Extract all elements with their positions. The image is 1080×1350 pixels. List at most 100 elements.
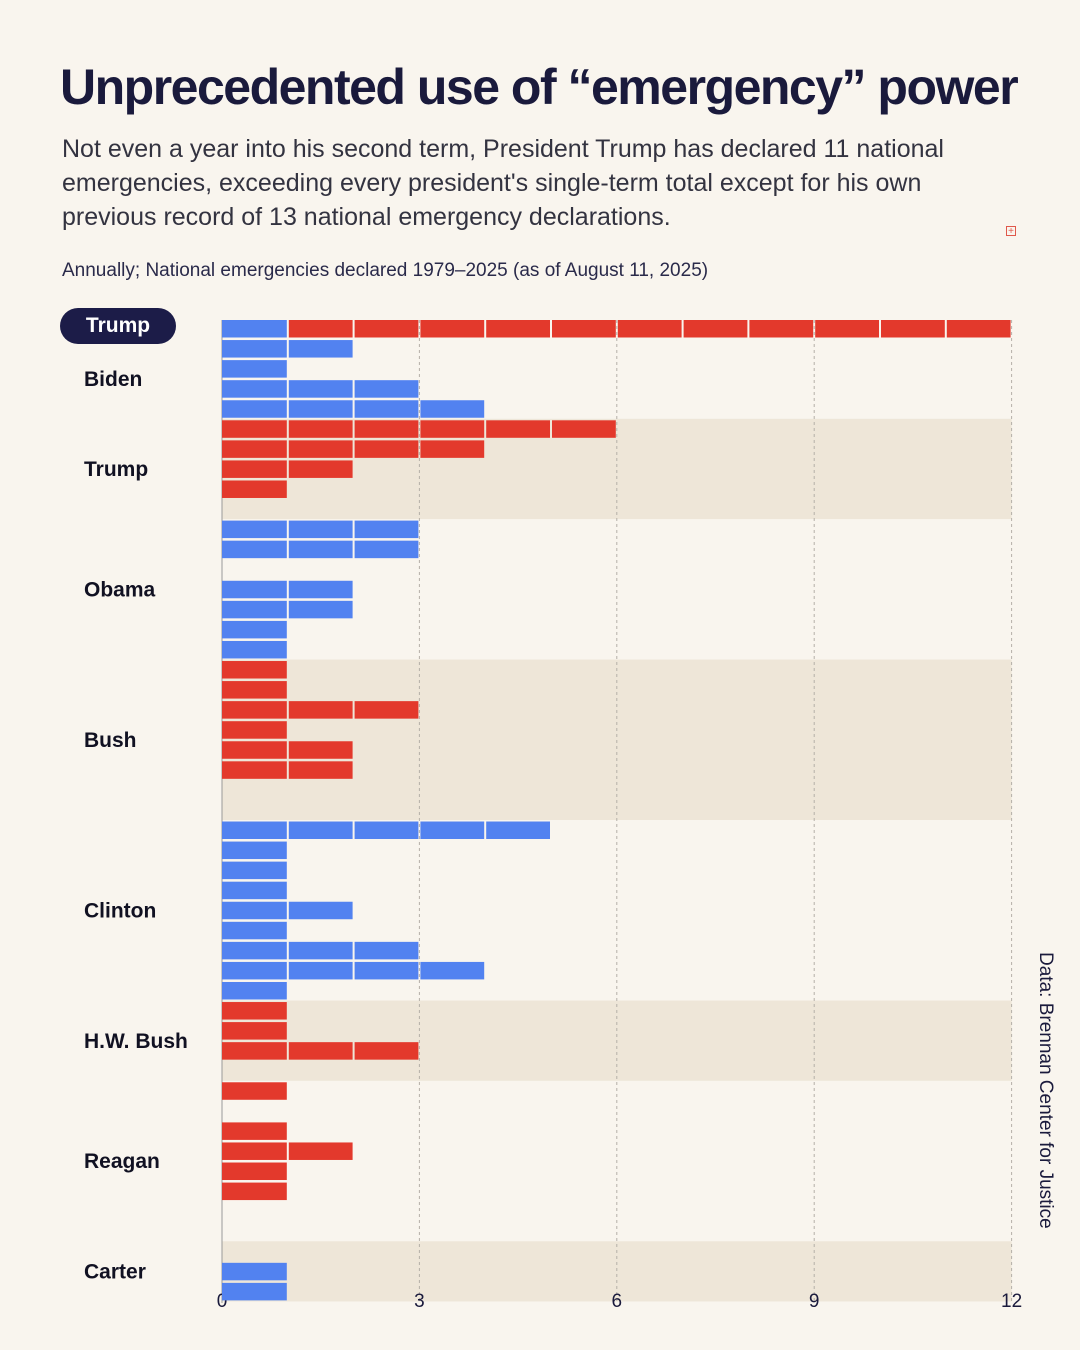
current-president-badge xyxy=(60,308,176,344)
emergency-unit xyxy=(420,440,485,458)
emergency-unit xyxy=(354,701,419,719)
emergency-unit xyxy=(354,320,419,338)
emergency-unit xyxy=(288,440,353,458)
emergency-unit xyxy=(222,681,287,699)
emergency-unit xyxy=(222,520,287,539)
emergency-unit xyxy=(288,1142,353,1160)
emergency-unit xyxy=(222,701,287,719)
emergency-unit xyxy=(288,961,353,980)
emergency-unit xyxy=(222,1162,287,1181)
president-label: H.W. Bush xyxy=(84,1030,188,1053)
emergency-unit xyxy=(288,1042,353,1060)
emergency-unit xyxy=(222,1142,287,1160)
emergency-unit xyxy=(222,821,287,839)
emergency-unit xyxy=(222,721,287,739)
x-tick-label: 6 xyxy=(612,1291,623,1312)
emergency-unit xyxy=(420,420,485,438)
emergency-unit xyxy=(354,520,419,539)
emergency-unit xyxy=(222,440,287,458)
expand-icon[interactable]: + xyxy=(1006,226,1016,237)
emergency-unit xyxy=(815,320,879,338)
emergency-unit xyxy=(288,821,353,839)
emergency-unit xyxy=(420,821,485,839)
president-label: Trump xyxy=(84,458,148,481)
president-label: Bush xyxy=(84,729,137,752)
emergency-unit xyxy=(222,841,287,860)
emergency-unit xyxy=(222,981,287,1000)
chart-title: Unprecedented use of “emergency” power xyxy=(60,59,1019,115)
emergency-unit xyxy=(288,320,353,338)
emergency-unit xyxy=(288,340,353,358)
president-label: Obama xyxy=(84,579,156,602)
emergency-unit xyxy=(486,320,550,338)
emergency-unit xyxy=(354,1042,419,1060)
emergency-unit xyxy=(354,420,419,438)
emergency-unit xyxy=(288,580,353,599)
data-source: Data: Brennan Center for Justice xyxy=(1035,952,1056,1229)
emergency-unit xyxy=(288,420,353,438)
emergency-unit xyxy=(222,380,287,398)
emergency-unit xyxy=(881,320,945,338)
emergency-unit xyxy=(288,901,353,920)
emergency-unit xyxy=(222,661,287,679)
chart-subtitle: Not even a year into his second term, Pr… xyxy=(62,135,944,231)
emergency-unit xyxy=(552,320,616,338)
emergency-unit xyxy=(222,480,287,498)
emergency-unit xyxy=(222,340,287,358)
emergency-unit xyxy=(222,881,287,900)
emergency-unit xyxy=(222,1282,287,1301)
emergency-unit xyxy=(222,580,287,599)
emergency-unit xyxy=(222,360,287,378)
emergency-unit xyxy=(354,540,419,559)
president-label: Carter xyxy=(84,1261,146,1284)
emergency-unit xyxy=(486,821,550,839)
emergency-unit xyxy=(222,1042,287,1060)
emergency-unit xyxy=(222,640,287,659)
emergency-unit xyxy=(288,380,353,398)
emergency-unit xyxy=(617,320,682,338)
emergency-unit xyxy=(222,741,287,759)
emergency-unit xyxy=(288,741,353,759)
president-label: Clinton xyxy=(84,899,156,922)
emergency-unit xyxy=(288,520,353,539)
emergency-unit xyxy=(222,400,287,418)
emergency-unit xyxy=(288,400,353,418)
emergency-unit xyxy=(222,600,287,619)
emergency-unit xyxy=(420,961,485,980)
emergency-unit xyxy=(420,320,485,338)
emergency-unit xyxy=(354,440,419,458)
emergency-unit xyxy=(222,540,287,559)
president-label: Biden xyxy=(84,368,142,391)
emergency-unit xyxy=(222,941,287,960)
emergency-unit xyxy=(288,941,353,960)
emergency-unit xyxy=(354,821,419,839)
emergency-unit xyxy=(354,380,419,398)
emergency-unit xyxy=(222,420,287,438)
emergency-unit xyxy=(222,1002,287,1020)
emergency-unit xyxy=(354,941,419,960)
chart-note: Annually; National emergencies declared … xyxy=(62,260,709,281)
president-label: Trump xyxy=(86,314,150,337)
x-tick-label: 0 xyxy=(217,1291,228,1312)
emergency-unit xyxy=(486,420,550,438)
x-tick-label: 9 xyxy=(809,1291,820,1312)
emergency-unit xyxy=(683,320,748,338)
emergency-unit xyxy=(222,460,287,478)
emergency-unit xyxy=(288,600,353,619)
emergency-unit xyxy=(222,320,287,338)
emergency-unit xyxy=(288,701,353,719)
emergency-unit xyxy=(222,1262,287,1281)
emergency-unit xyxy=(288,761,353,779)
emergency-unit xyxy=(222,1022,287,1040)
emergency-unit xyxy=(222,921,287,940)
x-tick-label: 12 xyxy=(1001,1291,1022,1312)
emergency-unit xyxy=(354,400,419,418)
x-tick-label: 3 xyxy=(414,1291,425,1312)
emergency-unit xyxy=(222,901,287,920)
emergency-unit xyxy=(946,320,1011,338)
emergency-unit xyxy=(222,1082,287,1100)
emergency-unit xyxy=(354,961,419,980)
emergency-unit xyxy=(552,420,616,438)
emergency-unit xyxy=(222,861,287,880)
